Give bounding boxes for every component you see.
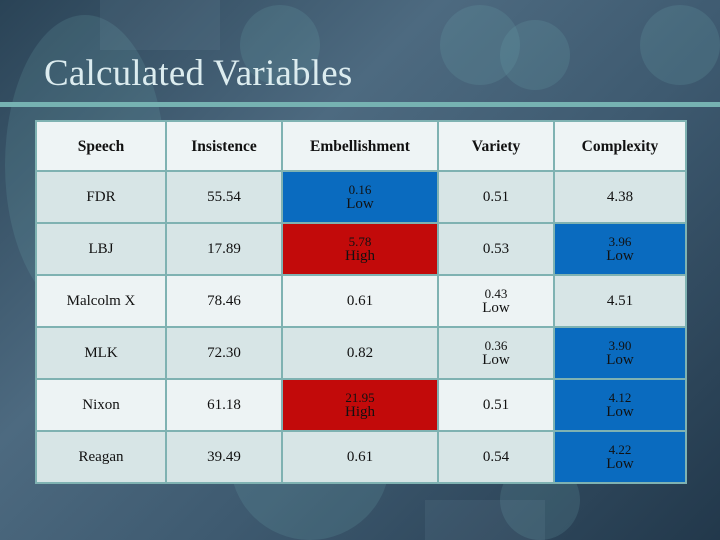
- variety-cell: 0.53: [437, 222, 555, 276]
- insistence-cell: 78.46: [165, 274, 283, 328]
- cell-value: 4.12: [608, 390, 632, 405]
- embellishment-cell: 21.95 High: [281, 378, 439, 432]
- speech-cell: LBJ: [35, 222, 167, 276]
- cell-level: Low: [346, 196, 374, 212]
- table-header-row: Speech Insistence Embellishment Variety …: [35, 120, 687, 172]
- complexity-cell: 3.96 Low: [553, 222, 687, 276]
- table-row: FDR 55.54 0.16 Low 0.51 4.38: [35, 170, 687, 224]
- cell-value: 0.16: [348, 182, 372, 197]
- complexity-cell: 4.51: [553, 274, 687, 328]
- header-insistence: Insistence: [165, 120, 283, 172]
- insistence-cell: 39.49: [165, 430, 283, 484]
- variety-cell: 0.43 Low: [437, 274, 555, 328]
- header-speech: Speech: [35, 120, 167, 172]
- cell-value: 21.95: [345, 390, 375, 405]
- cell-level: Low: [606, 456, 634, 472]
- cell-value: 0.43: [484, 286, 508, 301]
- title-divider: [0, 102, 720, 107]
- variety-cell: 0.51: [437, 170, 555, 224]
- embellishment-cell: 0.82: [281, 326, 439, 380]
- complexity-cell: 4.38: [553, 170, 687, 224]
- cell-value: 0.36: [484, 338, 508, 353]
- decor-bubble: [500, 20, 570, 90]
- variety-cell: 0.36 Low: [437, 326, 555, 380]
- insistence-cell: 61.18: [165, 378, 283, 432]
- cell-value: 5.78: [348, 234, 372, 249]
- speech-cell: Reagan: [35, 430, 167, 484]
- slide-title: Calculated Variables: [44, 53, 353, 94]
- insistence-cell: 17.89: [165, 222, 283, 276]
- table-row: LBJ 17.89 5.78 High 0.53 3.96 Low: [35, 222, 687, 276]
- speech-cell: FDR: [35, 170, 167, 224]
- complexity-cell: 3.90 Low: [553, 326, 687, 380]
- table-row: Nixon 61.18 21.95 High 0.51 4.12 Low: [35, 378, 687, 432]
- decor-square: [425, 500, 545, 540]
- complexity-cell: 4.12 Low: [553, 378, 687, 432]
- embellishment-cell: 0.61: [281, 430, 439, 484]
- decor-bubble: [240, 5, 320, 85]
- table-row: Malcolm X 78.46 0.61 0.43 Low 4.51: [35, 274, 687, 328]
- speech-cell: Nixon: [35, 378, 167, 432]
- header-variety: Variety: [437, 120, 555, 172]
- cell-value: 4.22: [608, 442, 632, 457]
- decor-square: [100, 0, 220, 50]
- decor-bubble: [640, 5, 720, 85]
- speech-cell: Malcolm X: [35, 274, 167, 328]
- table-row: MLK 72.30 0.82 0.36 Low 3.90 Low: [35, 326, 687, 380]
- complexity-cell: 4.22 Low: [553, 430, 687, 484]
- cell-level: High: [345, 248, 375, 264]
- insistence-cell: 55.54: [165, 170, 283, 224]
- cell-level: High: [345, 404, 375, 420]
- cell-level: Low: [606, 352, 634, 368]
- cell-level: Low: [482, 300, 510, 316]
- table-row: Reagan 39.49 0.61 0.54 4.22 Low: [35, 430, 687, 484]
- cell-level: Low: [606, 248, 634, 264]
- cell-level: Low: [482, 352, 510, 368]
- variety-cell: 0.51: [437, 378, 555, 432]
- cell-level: Low: [606, 404, 634, 420]
- header-embellishment: Embellishment: [281, 120, 439, 172]
- embellishment-cell: 5.78 High: [281, 222, 439, 276]
- insistence-cell: 72.30: [165, 326, 283, 380]
- speech-cell: MLK: [35, 326, 167, 380]
- cell-value: 3.96: [608, 234, 632, 249]
- variety-cell: 0.54: [437, 430, 555, 484]
- embellishment-cell: 0.61: [281, 274, 439, 328]
- variables-table: Speech Insistence Embellishment Variety …: [35, 120, 687, 484]
- header-complexity: Complexity: [553, 120, 687, 172]
- decor-bubble: [440, 5, 520, 85]
- cell-value: 3.90: [608, 338, 632, 353]
- embellishment-cell: 0.16 Low: [281, 170, 439, 224]
